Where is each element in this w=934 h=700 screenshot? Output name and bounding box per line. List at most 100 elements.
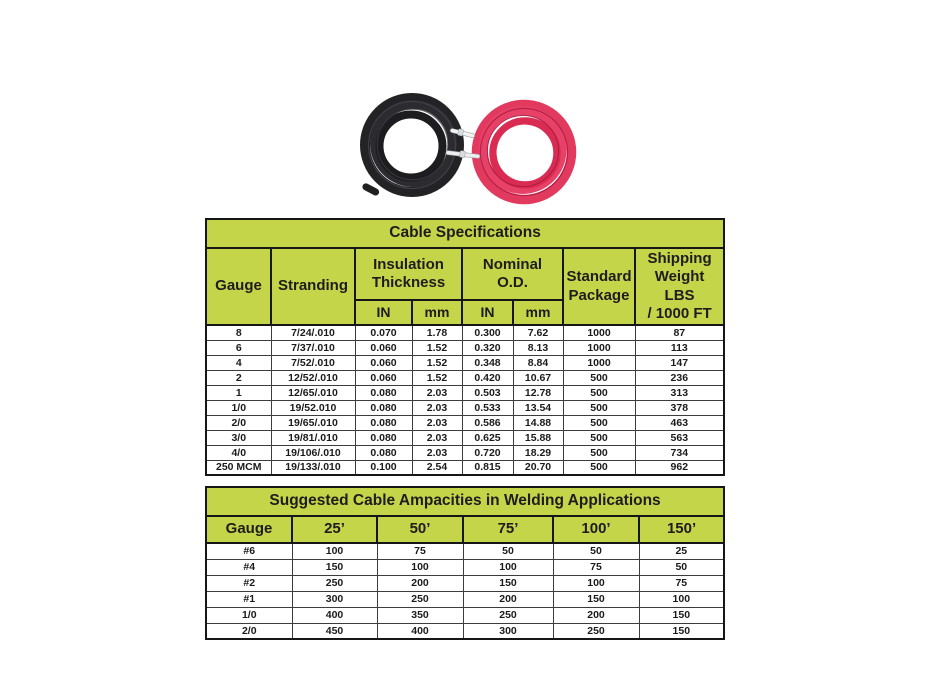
amp-75-cell: 150 <box>462 574 554 592</box>
col-header-25ft: 25’ <box>291 515 378 544</box>
stranding-cell: 7/37/.010 <box>270 339 356 356</box>
gauge-cell: 6 <box>205 339 272 356</box>
amp-25-cell: 250 <box>291 574 378 592</box>
weight-cell: 962 <box>634 459 725 476</box>
package-cell: 1000 <box>562 339 636 356</box>
insulation-in-cell: 0.080 <box>354 399 413 416</box>
amp-100-cell: 75 <box>552 558 640 576</box>
insulation-mm-cell: 2.03 <box>411 399 463 416</box>
od-mm-cell: 10.67 <box>512 369 564 386</box>
od-in-cell: 0.586 <box>461 414 514 431</box>
stranding-cell: 7/52/.010 <box>270 354 356 371</box>
stranding-cell: 19/106/.010 <box>270 444 356 461</box>
insulation-in-cell: 0.080 <box>354 414 413 431</box>
insulation-mm-cell: 2.03 <box>411 444 463 461</box>
amp-50-cell: 350 <box>376 606 464 624</box>
weight-cell: 378 <box>634 399 725 416</box>
amp-75-cell: 250 <box>462 606 554 624</box>
product-photo <box>360 93 577 205</box>
od-in-cell: 0.420 <box>461 369 514 386</box>
gauge-cell: 8 <box>205 324 272 341</box>
weight-cell: 236 <box>634 369 725 386</box>
amp-25-cell: 300 <box>291 590 378 608</box>
amp-100-cell: 100 <box>552 574 640 592</box>
amp-75-cell: 50 <box>462 542 554 560</box>
table-title-row: Cable Specifications <box>204 218 726 249</box>
gauge-cell: 4 <box>205 354 272 371</box>
col-header-75ft: 75’ <box>462 515 554 544</box>
od-in-cell: 0.625 <box>461 429 514 446</box>
subcol-header-insulation-mm: mm <box>411 299 463 327</box>
od-mm-cell: 20.70 <box>512 459 564 476</box>
ampacity-table-title: Suggested Cable Ampacities in Welding Ap… <box>204 486 726 517</box>
gauge-cell: 2/0 <box>205 414 272 431</box>
table-row: 1 12/65/.010 0.080 2.03 0.503 12.78 500 … <box>205 384 725 401</box>
weight-cell: 147 <box>634 354 725 371</box>
gauge-cell: 2 <box>205 369 272 386</box>
od-mm-cell: 15.88 <box>512 429 564 446</box>
gauge-cell: 1 <box>205 384 272 401</box>
table-row: #4 150 100 100 75 50 <box>205 558 725 576</box>
col-header-insulation-thickness: Insulation Thickness <box>354 246 463 302</box>
ampacity-table: Suggested Cable Ampacities in Welding Ap… <box>204 486 726 640</box>
amp-150-cell: 150 <box>638 622 725 640</box>
subcol-header-insulation-in: IN <box>354 299 413 327</box>
insulation-in-cell: 0.060 <box>354 369 413 386</box>
od-in-cell: 0.720 <box>461 444 514 461</box>
table-row: 4/0 19/106/.010 0.080 2.03 0.720 18.29 5… <box>205 444 725 461</box>
package-cell: 500 <box>562 459 636 476</box>
amp-50-cell: 75 <box>376 542 464 560</box>
amp-150-cell: 100 <box>638 590 725 608</box>
cable-specifications-table: Cable Specifications Gauge Stranding Ins… <box>204 218 726 477</box>
amp-100-cell: 50 <box>552 542 640 560</box>
table-row: 2/0 19/65/.010 0.080 2.03 0.586 14.88 50… <box>205 414 725 431</box>
amp-50-cell: 200 <box>376 574 464 592</box>
stranding-cell: 19/65/.010 <box>270 414 356 431</box>
od-in-cell: 0.503 <box>461 384 514 401</box>
gauge-cell: 250 MCM <box>205 459 272 476</box>
od-in-cell: 0.533 <box>461 399 514 416</box>
od-in-cell: 0.815 <box>461 459 514 476</box>
table-subheader-row: IN mm IN mm <box>206 299 724 327</box>
gauge-cell: 1/0 <box>205 399 272 416</box>
spec-table-title: Cable Specifications <box>204 218 726 249</box>
package-cell: 500 <box>562 414 636 431</box>
table-row: 4 7/52/.010 0.060 1.52 0.348 8.84 1000 1… <box>205 354 725 371</box>
cable-tie-icon <box>445 150 481 159</box>
stranding-cell: 7/24/.010 <box>270 324 356 341</box>
red-cable-coil-icon <box>471 99 577 205</box>
gauge-cell: #2 <box>205 574 293 592</box>
stranding-cell: 19/52.010 <box>270 399 356 416</box>
od-mm-cell: 14.88 <box>512 414 564 431</box>
od-in-cell: 0.300 <box>461 324 514 341</box>
amp-150-cell: 150 <box>638 606 725 624</box>
gauge-cell: 4/0 <box>205 444 272 461</box>
col-header-stranding: Stranding <box>270 246 356 327</box>
table-row: 6 7/37/.010 0.060 1.52 0.320 8.13 1000 1… <box>205 339 725 356</box>
amp-100-cell: 200 <box>552 606 640 624</box>
amp-150-cell: 75 <box>638 574 725 592</box>
package-cell: 1000 <box>562 354 636 371</box>
od-in-cell: 0.320 <box>461 339 514 356</box>
insulation-in-cell: 0.080 <box>354 384 413 401</box>
package-cell: 500 <box>562 444 636 461</box>
black-cable-coil-icon <box>360 93 464 197</box>
amp-25-cell: 400 <box>291 606 378 624</box>
weight-cell: 563 <box>634 429 725 446</box>
table-row: 250 MCM 19/133/.010 0.100 2.54 0.815 20.… <box>205 459 725 476</box>
insulation-mm-cell: 2.03 <box>411 429 463 446</box>
gauge-cell: #4 <box>205 558 293 576</box>
od-mm-cell: 8.13 <box>512 339 564 356</box>
col-header-gauge: Gauge <box>205 515 293 544</box>
amp-75-cell: 300 <box>462 622 554 640</box>
insulation-mm-cell: 1.52 <box>411 369 463 386</box>
gauge-cell: 3/0 <box>205 429 272 446</box>
insulation-mm-cell: 1.78 <box>411 324 463 341</box>
col-header-shipping-weight: Shipping Weight LBS / 1000 FT <box>633 246 726 327</box>
insulation-in-cell: 0.060 <box>354 354 413 371</box>
weight-cell: 313 <box>634 384 725 401</box>
stranding-cell: 19/81/.010 <box>270 429 356 446</box>
table-row: #1 300 250 200 150 100 <box>205 590 725 608</box>
amp-25-cell: 150 <box>291 558 378 576</box>
